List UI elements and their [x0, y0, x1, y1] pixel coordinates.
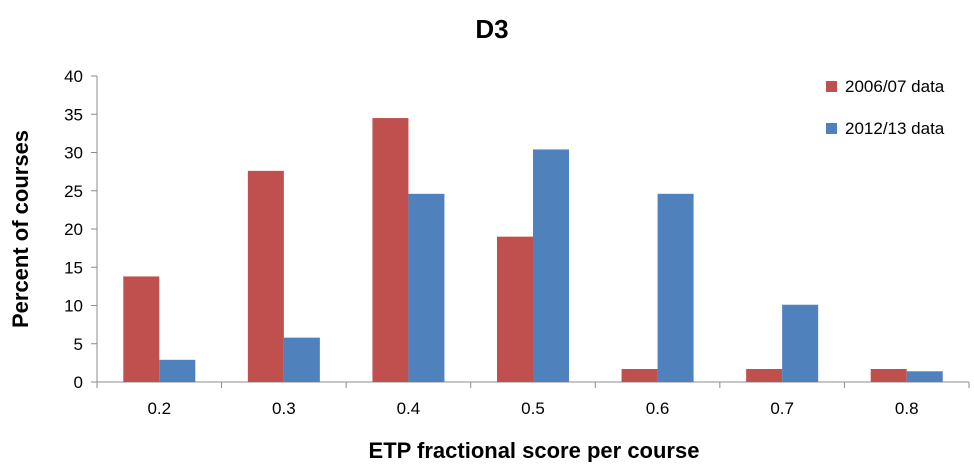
- y-tick-label: 35: [64, 105, 83, 124]
- bar-series-1-0.3: [247, 170, 284, 382]
- y-tick-label: 20: [64, 220, 83, 239]
- x-tick-label: 0.5: [521, 399, 545, 418]
- bar-series-1-0.6: [621, 368, 658, 382]
- x-tick-label: 0.7: [770, 399, 794, 418]
- y-tick-label: 40: [64, 67, 83, 86]
- bar-series-2-0.3: [283, 337, 320, 382]
- bar-series-1-0.4: [372, 118, 409, 382]
- bar-series-1-0.2: [123, 276, 160, 382]
- x-tick-label: 0.3: [272, 399, 296, 418]
- x-tick-label: 0.4: [397, 399, 421, 418]
- bar-series-2-0.8: [906, 371, 943, 382]
- y-tick-label: 30: [64, 144, 83, 163]
- x-tick-label: 0.6: [646, 399, 670, 418]
- legend-swatch: [826, 123, 837, 134]
- y-axis-title: Percent of courses: [8, 130, 33, 328]
- bar-series-2-0.4: [408, 193, 445, 382]
- y-tick-label: 15: [64, 258, 83, 277]
- y-tick-label: 0: [74, 373, 83, 392]
- y-tick-label: 10: [64, 297, 83, 316]
- chart-title: D3: [475, 14, 508, 44]
- axes: 0 5 10 15 20 25 30 35 40 0.2 0.3 0.4 0.5 0.6 0.7 0.8: [64, 67, 970, 418]
- bar-series-2-0.6: [657, 193, 694, 382]
- x-tick-label: 0.8: [895, 399, 919, 418]
- legend-label: 2012/13 data: [845, 119, 945, 138]
- legend-label: 2006/07 data: [845, 77, 945, 96]
- bar-series-1-0.8: [870, 368, 907, 382]
- bars: [123, 118, 943, 382]
- y-tick-label: 5: [74, 335, 83, 354]
- x-tick-label: 0.2: [147, 399, 171, 418]
- x-axis-title: ETP fractional score per course: [369, 438, 700, 462]
- y-tick-label: 25: [64, 182, 83, 201]
- bar-series-1-0.7: [746, 368, 783, 382]
- legend: 2006/07 data 2012/13 data: [826, 77, 945, 138]
- bar-series-1-0.5: [497, 236, 533, 382]
- bar-series-2-0.7: [782, 304, 819, 382]
- bar-series-2-0.2: [159, 359, 196, 382]
- legend-swatch: [826, 81, 837, 92]
- bar-series-2-0.5: [533, 149, 569, 382]
